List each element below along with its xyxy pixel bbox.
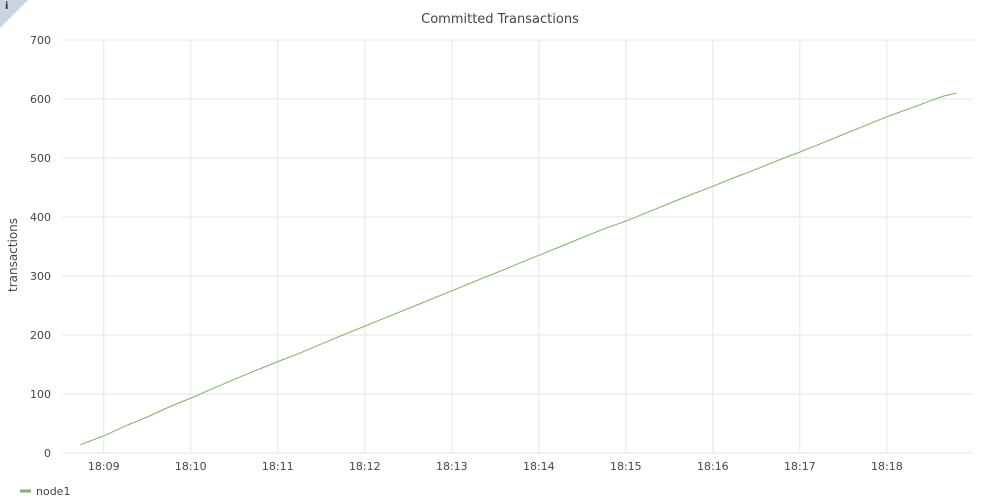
info-corner[interactable] — [0, 0, 28, 28]
x-tick-label: 18:10 — [175, 460, 207, 473]
y-tick-label: 300 — [30, 270, 51, 283]
series-line-node1[interactable] — [80, 92, 957, 446]
grid-layer — [62, 39, 973, 454]
y-axis-label: transactions — [6, 218, 20, 292]
y-tick-label: 400 — [30, 211, 51, 224]
x-tick-label: 18:11 — [262, 460, 294, 473]
axis-layer: 0 100 200 300 400 500 600 700 18:09 18:10 18:11 18:… — [30, 34, 903, 473]
legend: node1 — [20, 485, 70, 498]
legend-swatch[interactable] — [20, 489, 31, 493]
y-tick-label: 0 — [44, 447, 51, 460]
y-tick-label: 500 — [30, 152, 51, 165]
x-tick-label: 18:09 — [88, 460, 120, 473]
y-tick-label: 700 — [30, 34, 51, 47]
chart-title: Committed Transactions — [421, 12, 579, 27]
y-tick-label: 100 — [30, 388, 51, 401]
x-tick-label: 18:14 — [523, 460, 555, 473]
info-icon[interactable]: i — [5, 1, 9, 12]
series-layer — [80, 92, 957, 446]
y-tick-label: 200 — [30, 329, 51, 342]
x-tick-label: 18:13 — [436, 460, 468, 473]
x-tick-label: 18:16 — [697, 460, 729, 473]
x-tick-label: 18:17 — [784, 460, 816, 473]
x-tick-label: 18:12 — [349, 460, 381, 473]
x-tick-label: 18:15 — [610, 460, 642, 473]
x-tick-label: 18:18 — [871, 460, 903, 473]
legend-label[interactable]: node1 — [36, 485, 70, 498]
y-tick-label: 600 — [30, 93, 51, 106]
